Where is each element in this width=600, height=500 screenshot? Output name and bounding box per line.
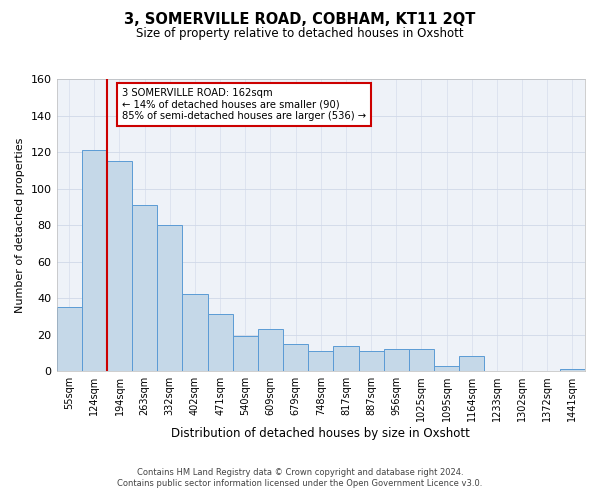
Text: Contains HM Land Registry data © Crown copyright and database right 2024.
Contai: Contains HM Land Registry data © Crown c… [118, 468, 482, 487]
Bar [409, 349, 434, 371]
Bar [208, 314, 233, 371]
Bar [157, 225, 182, 371]
X-axis label: Distribution of detached houses by size in Oxshott: Distribution of detached houses by size … [172, 427, 470, 440]
Bar [334, 346, 359, 371]
Bar [107, 161, 132, 371]
Bar [308, 351, 334, 371]
Bar [459, 356, 484, 371]
Bar [383, 349, 409, 371]
Bar [82, 150, 107, 371]
Bar [283, 344, 308, 371]
Text: Size of property relative to detached houses in Oxshott: Size of property relative to detached ho… [136, 28, 464, 40]
Bar [434, 366, 459, 371]
Bar [359, 351, 383, 371]
Text: 3, SOMERVILLE ROAD, COBHAM, KT11 2QT: 3, SOMERVILLE ROAD, COBHAM, KT11 2QT [124, 12, 476, 28]
Bar [182, 294, 208, 371]
Text: 3 SOMERVILLE ROAD: 162sqm
← 14% of detached houses are smaller (90)
85% of semi-: 3 SOMERVILLE ROAD: 162sqm ← 14% of detac… [122, 88, 366, 122]
Bar [258, 329, 283, 371]
Y-axis label: Number of detached properties: Number of detached properties [15, 138, 25, 312]
Bar [233, 336, 258, 371]
Bar [132, 205, 157, 371]
Bar [56, 307, 82, 371]
Bar [560, 370, 585, 371]
